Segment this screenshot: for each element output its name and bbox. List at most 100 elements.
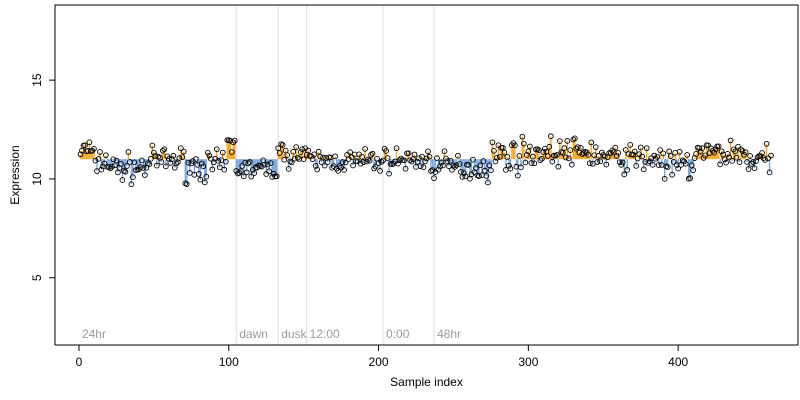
data-point (612, 144, 619, 151)
data-point (273, 173, 280, 180)
data-point (567, 147, 574, 153)
data-point (600, 152, 607, 158)
data-point (243, 169, 250, 176)
phase-label-2: dusk (281, 327, 307, 341)
data-point (375, 160, 382, 166)
data-point (365, 156, 371, 163)
data-point (107, 165, 114, 172)
data-point (417, 163, 424, 169)
data-point (201, 179, 208, 186)
data-point (435, 166, 442, 173)
data-point (236, 170, 243, 176)
data-point (426, 153, 433, 160)
data-point (667, 153, 674, 159)
data-point (538, 155, 545, 162)
data-point (453, 162, 460, 169)
y-tick-label: 15 (30, 73, 44, 87)
data-point (690, 167, 696, 173)
data-point (465, 162, 472, 168)
x-tick-label: 300 (518, 355, 538, 369)
data-point (101, 160, 108, 167)
x-tick-label: 0 (76, 355, 83, 369)
data-point (639, 153, 646, 160)
data-point (297, 149, 304, 155)
phase-lines (235, 5, 435, 345)
data-point (122, 168, 129, 175)
data-point (378, 159, 385, 165)
data-point (568, 161, 575, 168)
data-point (540, 149, 547, 155)
data-point (592, 144, 599, 150)
data-point (380, 157, 386, 164)
data-point (368, 152, 374, 158)
data-point (718, 148, 725, 155)
data-point (350, 162, 356, 169)
data-point (480, 158, 487, 164)
data-point (192, 156, 199, 162)
data-point (705, 142, 711, 149)
data-point (675, 165, 682, 172)
data-point (619, 159, 626, 166)
data-point (294, 154, 301, 161)
data-point (288, 159, 295, 166)
data-point (613, 153, 620, 159)
data-point (601, 153, 608, 160)
data-point (215, 157, 222, 164)
data-point (724, 151, 731, 157)
data-point (113, 157, 120, 164)
data-point (139, 157, 145, 164)
data-point (279, 142, 286, 148)
data-point (342, 159, 349, 166)
data-point (366, 157, 373, 164)
data-point (285, 166, 292, 172)
data-point (170, 152, 177, 159)
data-point (693, 151, 699, 157)
data-point (570, 136, 577, 143)
data-point (239, 163, 246, 169)
data-point (416, 155, 422, 162)
data-point (312, 163, 319, 169)
data-point (721, 156, 728, 163)
data-point (651, 152, 658, 159)
data-point (488, 167, 494, 174)
data-point (314, 166, 320, 173)
data-point (228, 149, 235, 155)
data-point (715, 143, 722, 150)
data-point (221, 166, 228, 173)
data-point (137, 164, 144, 170)
data-point (124, 163, 130, 169)
data-point (359, 154, 365, 160)
data-point (531, 160, 538, 167)
data-point (763, 140, 770, 147)
data-point (240, 173, 247, 180)
y-axis-title: Expression (8, 145, 22, 204)
data-point (506, 162, 512, 169)
data-point (555, 163, 562, 170)
data-point (462, 173, 469, 180)
data-point (736, 159, 743, 165)
data-point (216, 164, 223, 171)
data-point (347, 149, 353, 156)
data-point (309, 156, 316, 163)
data-point (177, 145, 184, 152)
data-point (530, 153, 536, 160)
data-point (458, 169, 464, 175)
data-point (425, 148, 431, 155)
data-point (525, 148, 532, 155)
data-point (360, 159, 367, 165)
data-point (369, 150, 376, 157)
data-point (661, 175, 668, 182)
data-point (146, 161, 153, 168)
data-point (754, 154, 761, 161)
data-point (264, 161, 271, 168)
phase-label-3: 12:00 (310, 327, 340, 341)
data-point (386, 170, 392, 177)
data-point (679, 157, 686, 164)
phase-label-4: 0:00 (386, 327, 410, 341)
data-point (643, 145, 650, 152)
data-point (321, 162, 328, 169)
data-point (549, 158, 556, 165)
data-point (219, 149, 226, 156)
data-point (640, 166, 647, 173)
data-point (562, 154, 569, 161)
